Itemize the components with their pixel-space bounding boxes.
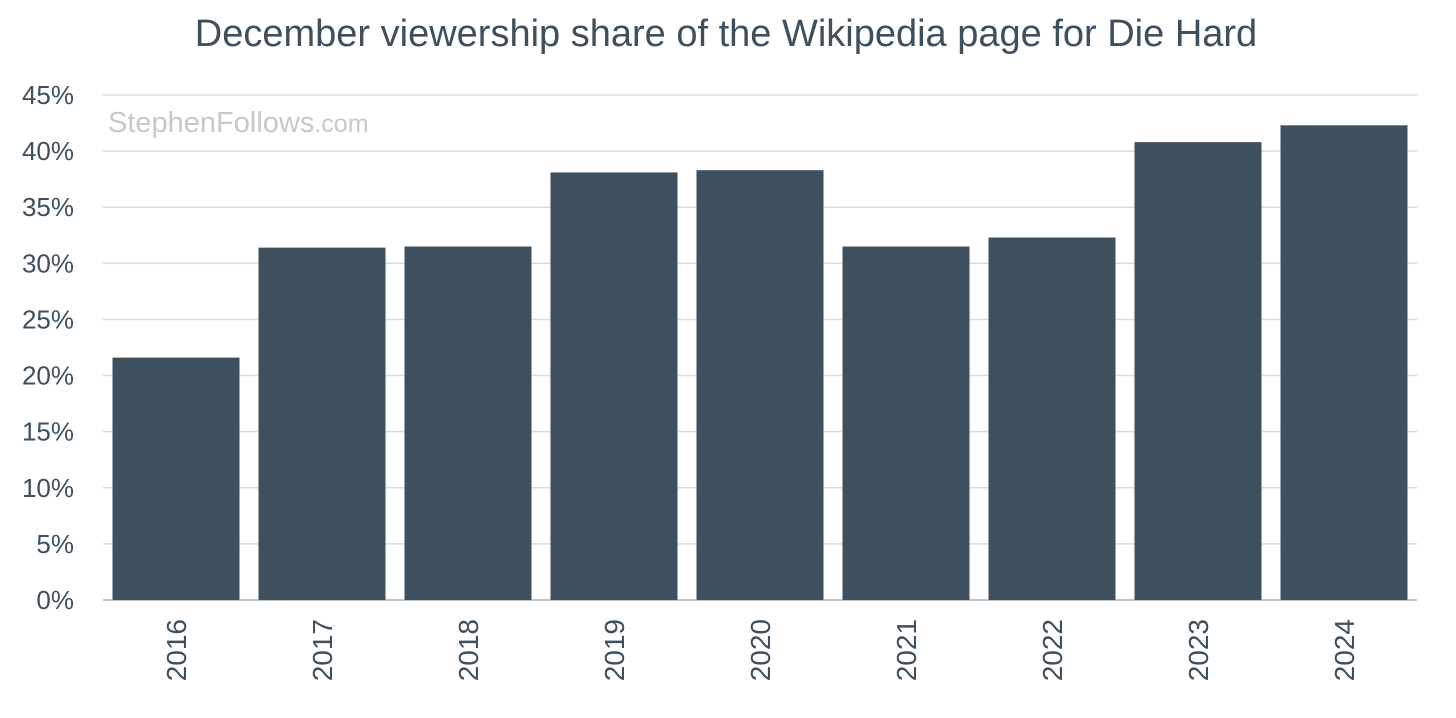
y-tick-label: 15% — [22, 417, 74, 447]
x-tick-label-2021: 2021 — [891, 619, 922, 681]
y-tick-label: 45% — [22, 80, 74, 110]
bar-2023 — [1134, 142, 1262, 600]
bar-2017 — [258, 247, 386, 600]
y-tick-label: 10% — [22, 473, 74, 503]
watermark-suffix: .com — [314, 110, 368, 138]
bar-2020 — [696, 170, 824, 600]
bar-2016 — [112, 357, 240, 600]
x-tick-label-2018: 2018 — [453, 619, 484, 681]
bar-2024 — [1280, 125, 1408, 601]
bar-2021 — [842, 246, 970, 600]
x-tick-label-2017: 2017 — [307, 619, 338, 681]
y-tick-label: 20% — [22, 361, 74, 391]
bars — [112, 125, 1408, 601]
watermark: StephenFollows.com — [108, 107, 369, 139]
y-axis-tick-labels: 0% 5% 10% 15% 20% 25% 30% 35% 40% 45% — [22, 80, 74, 615]
bar-2019 — [550, 172, 678, 600]
bar-2018 — [404, 246, 532, 600]
chart-title: December viewership share of the Wikiped… — [195, 13, 1257, 55]
y-tick-label: 25% — [22, 304, 74, 334]
y-tick-label: 30% — [22, 248, 74, 278]
x-tick-label-2024: 2024 — [1329, 619, 1360, 681]
x-tick-label-2016: 2016 — [161, 619, 192, 681]
bar-2022 — [988, 237, 1116, 600]
x-axis-tick-labels: 2016 2017 2018 2019 2020 2021 2022 2023 2024 — [161, 619, 1360, 681]
x-tick-label-2023: 2023 — [1183, 619, 1214, 681]
y-tick-label: 0% — [36, 585, 74, 615]
y-tick-label: 40% — [22, 136, 74, 166]
x-tick-label-2020: 2020 — [745, 619, 776, 681]
x-tick-label-2019: 2019 — [599, 619, 630, 681]
watermark-main: StephenFollows — [108, 107, 314, 139]
y-tick-label: 5% — [36, 529, 74, 559]
y-tick-label: 35% — [22, 192, 74, 222]
x-tick-label-2022: 2022 — [1037, 619, 1068, 681]
